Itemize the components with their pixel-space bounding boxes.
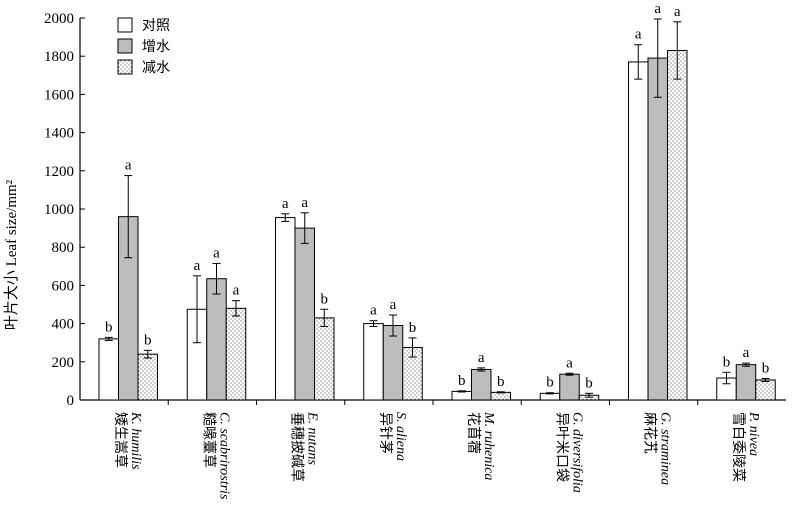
y-ticks: 0 200 400 600 800 1000 1200 1400 1600 1800 2000	[44, 11, 699, 409]
significance-letter: a	[194, 258, 201, 274]
bar	[471, 368, 492, 401]
y-tick-label: 600	[52, 278, 75, 294]
bar	[451, 390, 472, 401]
category-latin: C. scabrirostris	[216, 412, 231, 500]
category-latin: E. nutans	[305, 411, 320, 465]
significance-letter: b	[321, 291, 329, 307]
bar	[735, 364, 757, 401]
bar	[98, 338, 119, 401]
significance-letter: b	[585, 375, 593, 391]
significance-letter: b	[409, 320, 417, 336]
category-latin: S. aliena	[393, 412, 408, 461]
significance-letter: b	[762, 360, 770, 376]
x-category-label: 垂穗披碱草 E. nutans	[289, 411, 320, 482]
bar	[206, 278, 227, 401]
significance-letter: a	[566, 355, 573, 371]
category-latin: G. diversifolia	[569, 412, 584, 493]
bar	[137, 353, 158, 401]
legend-swatch	[117, 17, 133, 33]
category-latin: K. humilis	[128, 411, 143, 470]
legend-label: 减水	[142, 60, 170, 76]
y-tick-label: 1000	[44, 202, 74, 218]
bar	[382, 325, 404, 401]
significance-letter: a	[743, 345, 750, 361]
y-tick-label: 1600	[44, 87, 74, 103]
bar	[294, 227, 315, 401]
y-tick-label: 1400	[44, 126, 74, 142]
significance-letter: a	[213, 245, 220, 261]
significance-letter: b	[497, 374, 505, 390]
bar	[363, 323, 384, 401]
significance-letter: a	[370, 303, 377, 319]
category-cn: 异针茅	[377, 412, 393, 454]
bar	[225, 307, 247, 401]
bar	[490, 391, 511, 401]
legend-swatch	[117, 38, 133, 54]
category-cn: 雪白委陵菜	[730, 412, 746, 482]
significance-letter: a	[233, 283, 240, 299]
legend-swatch	[117, 59, 133, 75]
category-cn: 糙喙薹草	[200, 412, 216, 468]
y-tick-label: 1800	[44, 49, 74, 65]
y-tick-label: 2000	[44, 11, 74, 27]
significance-letter: a	[635, 27, 642, 43]
x-category-label: 花苜蓿 M. ruhenica	[465, 411, 496, 480]
x-category-labels: 矮生嵩草 K. humilis 糙喙薹草 C. scabrirostris 垂穗披碱草 E…	[112, 411, 761, 500]
significance-letter: b	[144, 332, 152, 348]
x-category-label: 异针茅 S. aliena	[377, 412, 408, 461]
significance-letter: a	[674, 4, 681, 20]
significance-letter: b	[458, 373, 466, 389]
bar	[647, 57, 668, 401]
significance-letter: b	[546, 375, 554, 391]
significance-letter: a	[654, 1, 661, 17]
error-bars	[104, 18, 770, 398]
x-category-label: 糙喙薹草 C. scabrirostris	[200, 412, 231, 500]
y-axis-label: 叶片大小 Leaf size/mm²	[3, 179, 20, 330]
category-cn: 花苜蓿	[465, 412, 482, 454]
significance-letter: a	[301, 195, 308, 211]
significance-letter: b	[723, 354, 731, 370]
x-category-label: 异叶米口袋 G. diversifolia	[553, 412, 584, 493]
bar	[667, 49, 688, 401]
category-latin: P. nivea	[746, 411, 761, 456]
bar	[559, 373, 580, 401]
x-category-label: 矮生嵩草 K. humilis	[112, 411, 143, 470]
x-category-label: 麻花艽 G. straminea	[642, 412, 673, 485]
bars	[98, 49, 776, 401]
category-cn: 垂穗披碱草	[289, 412, 305, 482]
bar	[314, 317, 335, 401]
category-cn: 异叶米口袋	[553, 412, 569, 482]
y-tick-label: 1200	[44, 164, 74, 180]
bar	[628, 61, 649, 401]
significance-letter: a	[390, 297, 397, 313]
category-latin: M. ruhenica	[481, 411, 496, 480]
bar	[275, 217, 296, 401]
x-category-label: 雪白委陵菜 P. nivea	[730, 411, 761, 482]
significance-letter: a	[125, 158, 132, 174]
bar	[755, 379, 776, 401]
y-tick-label: 400	[52, 317, 75, 333]
y-tick-label: 0	[67, 393, 75, 409]
significance-letter: a	[478, 350, 485, 366]
category-cn: 矮生嵩草	[112, 412, 128, 468]
y-tick-label: 800	[52, 240, 75, 256]
category-cn: 麻花艽	[642, 412, 658, 454]
legend-label: 增水	[142, 39, 170, 55]
significance-letter: b	[105, 319, 113, 335]
significance-letter: a	[282, 196, 289, 212]
y-tick-label: 200	[52, 355, 75, 371]
legend-label: 对照	[142, 18, 170, 34]
category-latin: G. straminea	[658, 412, 673, 485]
